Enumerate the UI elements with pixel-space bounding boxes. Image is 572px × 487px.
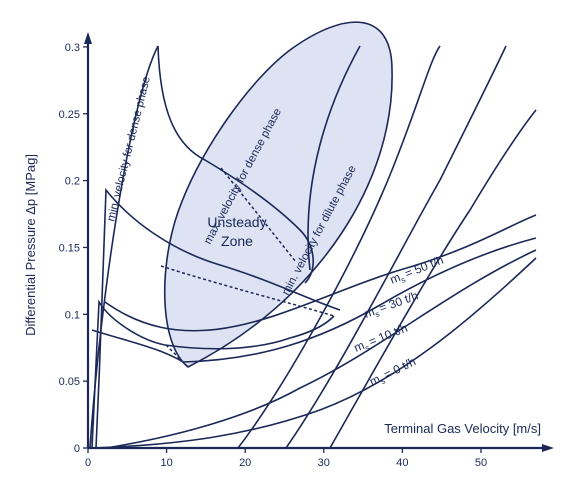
unsteady-zone-region (163, 21, 393, 368)
label-min-dense-phase: min. velocity for dense phase (105, 75, 153, 222)
curve-ms-50 (104, 214, 537, 332)
dashed-boundary-upper (220, 167, 297, 263)
x-tick-label: 50 (475, 457, 487, 469)
y-tick-label: 0.2 (65, 176, 80, 188)
x-tick-label: 10 (160, 457, 172, 469)
curve-dense-low (91, 299, 335, 449)
y-tick-label: 0.25 (59, 109, 80, 121)
curve-ms-10 (105, 249, 537, 449)
y-tick-label: 0 (74, 443, 80, 455)
x-tick-label: 20 (239, 457, 251, 469)
x-axis-arrow (542, 444, 554, 452)
curve-min-dilute-phase (307, 45, 361, 271)
x-axis-ticks: 0 10 20 30 40 50 (85, 448, 487, 469)
curve-max-dense-upper (157, 45, 315, 284)
curve-right-c (329, 109, 537, 449)
curve-ms-30 (91, 237, 537, 363)
zone-label-line2: Zone (221, 233, 253, 249)
y-tick-label: 0.05 (59, 376, 80, 388)
x-tick-label: 0 (85, 457, 91, 469)
x-axis-title: Terminal Gas Velocity [m/s] (384, 421, 541, 436)
curve-right-a (237, 45, 441, 449)
curve-dense-mid (95, 187, 341, 449)
x-tick-label: 40 (396, 457, 408, 469)
y-tick-label: 0.3 (65, 42, 80, 54)
mass-label-0: ms= 0 t/h (367, 354, 419, 390)
x-tick-label: 30 (318, 457, 330, 469)
y-axis-title: Differential Pressure Δp [MPag] (23, 154, 38, 336)
curve-right-b (285, 45, 507, 449)
y-tick-label: 0.15 (59, 242, 80, 254)
y-axis-arrow (84, 32, 92, 44)
curve-ms-0 (91, 257, 537, 449)
dashed-boundary-lower (160, 265, 335, 317)
y-tick-label: 0.1 (65, 309, 80, 321)
zone-label-line1: Unsteady (207, 214, 266, 230)
curve-min-dense-phase (89, 45, 159, 449)
y-axis-ticks: 0 0.05 0.1 0.15 0.2 0.25 0.3 (59, 42, 88, 455)
